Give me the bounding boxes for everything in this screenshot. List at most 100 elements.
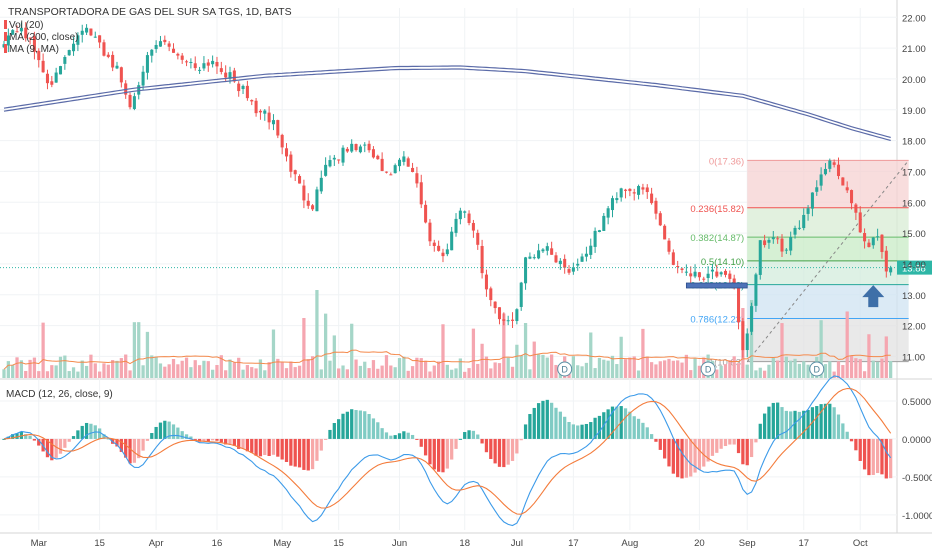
macd-histogram-bar [641,422,645,439]
price-tick-label: 14.00 [902,260,926,271]
candle-body [298,176,302,184]
macd-histogram-bar [258,438,263,457]
candle-body [45,73,49,84]
candle-body [237,83,241,92]
volume-bar [167,364,171,378]
macd-histogram-bar [302,438,306,470]
macd-histogram-bar [419,438,423,447]
macd-histogram-bar [410,434,415,439]
candle-body [102,42,106,56]
chart-overlays: 13.88 D D D [0,260,932,377]
volume-bar [63,355,67,378]
volume-bar [80,360,84,378]
macd-histogram-bar [554,407,558,439]
volume-bar [880,358,884,378]
volume-bar [397,358,402,378]
macd-histogram-bar [63,438,67,448]
candle-body [111,54,115,68]
candle-body [654,200,658,214]
volume-bar [719,365,723,378]
macd-histogram-bar [376,422,380,439]
macd-histogram-bar [793,410,797,439]
candle-body [67,50,71,56]
ma200-line [3,65,891,139]
macd-histogram-bar [337,419,341,439]
candle-body [819,174,823,186]
macd-histogram-bar [184,434,189,439]
volume-bar [780,323,784,378]
macd-histogram-bar [802,410,806,439]
macd-histogram-bar [632,416,636,439]
macd-histogram-bar [528,414,532,439]
candle-body [476,232,480,245]
volume-bar [528,369,532,378]
candle-body [489,288,493,301]
volume-bar [450,369,454,378]
macd-histogram-bar [454,438,458,449]
macd-histogram-bar [710,438,715,456]
volume-bar [663,360,667,378]
volume-bar [245,365,250,378]
candle-body [776,238,780,240]
volume-bar [389,365,393,378]
macd-histogram-bar [393,435,397,439]
macd-histogram-bar [276,438,280,457]
volume-bar [836,361,841,378]
macd-histogram-bar [280,438,284,460]
macd-histogram-bar [67,438,71,442]
macd-histogram-bar [736,438,741,454]
volume-bar [889,361,893,378]
macd-histogram-bar [771,402,775,439]
candle-body [367,143,371,151]
candle-body [889,267,893,273]
macd-histogram-bar [615,406,619,439]
candle-body [506,320,510,322]
volume-bar [371,360,376,378]
macd-histogram-bar [493,438,497,464]
macd-histogram-bar [358,410,363,439]
candle-body [680,268,684,270]
candle-body [24,27,28,39]
candle-body [810,192,814,209]
candle-body [302,185,306,201]
volume-bar [28,359,32,378]
macd-tick-label: 0.0000 [902,435,931,446]
fibonacci-retracement: 0(17.36) 0.236(15.82) 0.382(14.87) 0.5(14.1… [690,156,910,369]
candle-body [815,187,819,192]
volume-bar [158,363,163,378]
candle-body [389,174,393,176]
volume-bar [358,365,363,378]
candle-body [732,278,736,286]
candle-body [128,94,132,108]
candle-body [706,273,710,279]
volume-bar [76,371,80,378]
candle-body [415,173,419,184]
macd-histogram-bar [636,418,641,439]
macd-histogram-bar [193,438,197,440]
macd-histogram-bar [128,438,132,464]
time-tick-label: Jun [392,538,407,549]
macd-histogram-bar [728,438,732,445]
macd-histogram-bar [71,436,76,439]
macd-line [3,375,892,527]
volume-bar [302,318,306,378]
macd-histogram-bar [354,410,358,439]
candle-body [332,157,336,160]
volume-bar [180,360,184,378]
candle-body [850,190,854,204]
volume-bar [384,355,389,378]
candle-body [419,182,423,205]
candle-body [384,171,388,173]
candle-body [158,41,162,47]
candle-body [15,31,19,33]
volume-bar [628,357,632,378]
macd-histogram-bar [284,438,289,462]
macd-tick-label: -0.5000 [902,473,932,484]
fib-level-label: 1(10.83) [709,358,744,369]
volume-bar [828,361,832,378]
volume-bar [823,364,828,378]
candle-body [397,159,402,167]
macd-histogram-bar [819,404,823,439]
candle-body [593,230,597,247]
macd-histogram-bar [580,424,584,439]
